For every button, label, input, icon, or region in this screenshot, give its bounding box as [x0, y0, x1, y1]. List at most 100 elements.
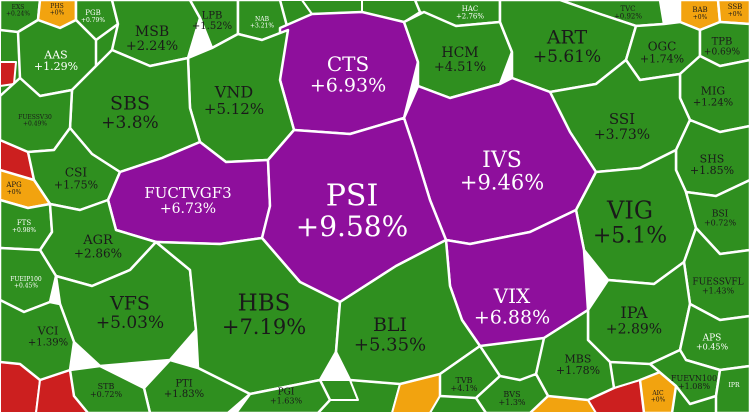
change-label: +1.43%	[702, 287, 735, 296]
ticker-label: VCI	[37, 324, 59, 337]
stock-tile-msb[interactable]: MSB+2.24%	[110, 0, 202, 68]
stock-tile-ivs[interactable]: IVS+9.46%	[402, 76, 598, 246]
ticker-label: FUEIP100	[10, 276, 42, 283]
change-label: +3.73%	[594, 127, 650, 143]
ticker-label: APS	[702, 334, 722, 344]
change-label: +1.75%	[54, 178, 98, 191]
stock-tile-shape[interactable]	[402, 10, 514, 100]
change-label: +1.85%	[690, 164, 734, 177]
stock-tile-fuessv30[interactable]: FUESSV30+0.49%	[0, 76, 74, 154]
change-label: +0.79%	[81, 17, 105, 24]
change-label: +6.88%	[474, 307, 550, 329]
ticker-label: EXS	[12, 4, 25, 11]
ticker-label: BSI	[712, 210, 729, 220]
change-label: +0%	[728, 11, 743, 18]
ticker-label: VIG	[606, 197, 653, 225]
change-label: +6.73%	[160, 201, 216, 217]
change-label: +0.45%	[14, 282, 38, 289]
stock-tile-hcm[interactable]: HCM+4.51%	[402, 10, 514, 100]
change-label: +1.63%	[270, 397, 303, 406]
ticker-label: CTS	[327, 52, 369, 76]
ticker-label: FUESSVFL	[692, 278, 743, 288]
stock-tile-shape[interactable]	[474, 372, 550, 413]
change-label: +1.74%	[640, 52, 684, 65]
ticker-label: CSI	[65, 165, 87, 179]
ticker-label: TPB	[712, 37, 733, 48]
stock-tile-cts[interactable]: CTS+6.93%	[278, 10, 420, 136]
stock-tile-bvs[interactable]: BVS+1.3%	[474, 372, 550, 413]
ticker-label: PGI	[278, 388, 295, 398]
ticker-label: OGC	[648, 39, 677, 53]
stock-tile-vig[interactable]: VIG+5.1%	[574, 148, 698, 286]
change-label: +0.92%	[614, 12, 642, 20]
ticker-label: HBS	[238, 291, 291, 317]
ticker-label: VFS	[109, 292, 150, 314]
ticker-label: AIC	[651, 390, 664, 397]
stock-tile-aas[interactable]: AAS+1.29%	[16, 18, 98, 98]
ticker-label: FTS	[17, 219, 32, 227]
change-label: +5.12%	[204, 100, 264, 118]
stock-tile-shape[interactable]	[716, 0, 750, 26]
change-label: +7.19%	[222, 315, 306, 339]
ticker-label: PSI	[326, 179, 379, 214]
stock-tile-shape[interactable]	[154, 236, 342, 396]
change-label: +5.61%	[533, 47, 601, 67]
change-label: +0.45%	[696, 343, 729, 352]
change-label: +6.93%	[310, 75, 386, 97]
stock-tile-ssi[interactable]: SSI+3.73%	[548, 58, 692, 174]
ticker-label: SHS	[700, 152, 725, 165]
stock-tile-mbs[interactable]: MBS+1.78%	[534, 308, 616, 402]
ticker-label: HCM	[441, 45, 478, 61]
stock-tile-stb[interactable]: STB+0.72%	[68, 364, 152, 413]
ticker-label: AAS	[43, 48, 67, 61]
ticker-label: TVB	[456, 376, 473, 385]
ticker-label: IVS	[482, 148, 522, 173]
ticker-label: PTI	[175, 379, 192, 390]
stock-tile-bli[interactable]: BLI+5.35%	[334, 238, 482, 386]
change-label: +0.24%	[6, 10, 30, 17]
change-label: +1.78%	[556, 364, 600, 377]
stock-tile-aic[interactable]: AIC+0%	[638, 370, 678, 413]
change-label: +1.39%	[28, 337, 68, 348]
change-label: +4.51%	[434, 60, 486, 75]
stock-tile-shape[interactable]	[234, 378, 332, 413]
ticker-label: SSI	[609, 110, 635, 128]
stock-tile-ssb[interactable]: SSB+0%	[716, 0, 750, 26]
stock-tile-shape[interactable]	[638, 370, 678, 413]
ticker-label: MBS	[565, 352, 592, 365]
ticker-label: IPA	[620, 303, 648, 322]
stock-tile-vnd[interactable]: VND+5.12%	[186, 28, 296, 164]
change-label: +0.72%	[90, 390, 123, 399]
ticker-label: STB	[98, 382, 115, 391]
ticker-label: FUEVN100	[671, 374, 717, 383]
ticker-label: AGR	[82, 233, 114, 248]
change-label: +3.21%	[250, 22, 274, 29]
stock-tile-shape[interactable]	[0, 298, 76, 382]
change-label: +0.49%	[23, 120, 47, 127]
stock-tile-ipr[interactable]: IPR	[714, 364, 750, 413]
stock-tile-pgi[interactable]: PGI+1.63%	[234, 378, 332, 413]
change-label: +2.89%	[606, 322, 662, 338]
ticker-label: VIX	[493, 284, 531, 308]
stock-tile-shape[interactable]	[68, 364, 152, 413]
ticker-label: PGB	[85, 9, 100, 17]
stock-tile-vci[interactable]: VCI+1.39%	[0, 298, 76, 382]
stock-tile-agr[interactable]: AGR+2.86%	[38, 198, 158, 288]
change-label: +1.3%	[498, 398, 525, 407]
ticker-label: LPB	[202, 11, 223, 22]
ticker-label: MSB	[135, 24, 169, 40]
change-label: +5.35%	[354, 335, 426, 356]
stock-tile-shape[interactable]	[714, 364, 750, 413]
change-label: +2.24%	[126, 39, 178, 54]
ticker-label: FUESSV30	[18, 114, 52, 121]
ticker-label: SSB	[728, 3, 743, 11]
stock-tile-fuctvgf3[interactable]: FUCTVGF3+6.73%	[106, 140, 272, 246]
change-label: +9.58%	[296, 210, 408, 243]
change-label: +0.98%	[12, 227, 36, 234]
change-label: +3.8%	[101, 113, 158, 133]
stock-tile-hbs[interactable]: HBS+7.19%	[154, 236, 342, 396]
change-label: +0%	[693, 14, 708, 21]
